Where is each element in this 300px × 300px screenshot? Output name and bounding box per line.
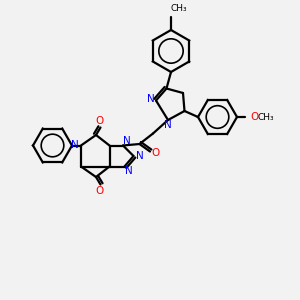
- Text: N: N: [147, 94, 155, 104]
- Text: O: O: [250, 112, 259, 122]
- Text: O: O: [96, 185, 104, 196]
- Text: N: N: [136, 151, 143, 161]
- Text: CH₃: CH₃: [257, 112, 274, 122]
- Text: N: N: [164, 120, 171, 130]
- Text: N: N: [123, 136, 131, 146]
- Text: N: N: [71, 140, 79, 151]
- Text: O: O: [96, 116, 104, 127]
- Text: N: N: [125, 166, 133, 176]
- Text: CH₃: CH₃: [170, 4, 187, 13]
- Text: O: O: [151, 148, 160, 158]
